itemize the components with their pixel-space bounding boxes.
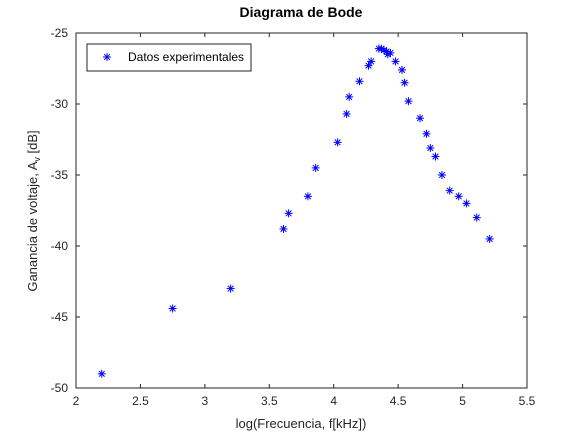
data-point xyxy=(485,234,494,243)
legend: Datos experimentales xyxy=(86,43,252,72)
y-tick-label: -30 xyxy=(51,97,69,111)
y-tick-label: -35 xyxy=(51,168,69,182)
data-point xyxy=(367,57,376,66)
data-point xyxy=(462,199,471,208)
legend-marker-symbol xyxy=(103,53,111,61)
x-tick-label: 4.5 xyxy=(390,394,407,408)
plot-area xyxy=(75,32,528,389)
data-points xyxy=(97,44,494,378)
data-point xyxy=(284,209,293,218)
legend-label: Datos experimentales xyxy=(128,50,244,64)
data-point xyxy=(391,57,400,66)
data-point xyxy=(97,369,106,378)
y-axis-label: Ganancia de voltaje, Av [dB] xyxy=(25,130,42,291)
y-tick-label: -40 xyxy=(51,239,69,253)
y-axis-label-unit: [dB] xyxy=(25,130,40,157)
data-point xyxy=(472,213,481,222)
legend-marker xyxy=(103,53,111,61)
data-point xyxy=(416,114,425,123)
data-point xyxy=(398,65,407,74)
x-tick-label: 5.5 xyxy=(519,394,536,408)
x-tick-label: 2.5 xyxy=(132,394,149,408)
data-point xyxy=(426,144,435,153)
x-tick-label: 4 xyxy=(330,394,337,408)
data-point xyxy=(311,163,320,172)
data-point xyxy=(364,61,373,70)
data-point xyxy=(342,109,351,118)
x-axis-ticks: 2 2.5 3 3.5 4 4.5 5 5.5 xyxy=(73,33,536,408)
data-point xyxy=(404,97,413,106)
data-point xyxy=(168,304,177,313)
chart-title: Diagrama de Bode xyxy=(240,4,363,20)
data-point xyxy=(445,186,454,195)
data-point xyxy=(454,192,463,201)
y-axis-label-subscript: v xyxy=(32,157,42,162)
y-axis-ticks: -25 -30 -35 -40 -45 -50 xyxy=(51,26,527,395)
x-tick-label: 3 xyxy=(202,394,209,408)
x-tick-label: 3.5 xyxy=(261,394,278,408)
data-point xyxy=(422,129,431,138)
data-point xyxy=(431,152,440,161)
data-point xyxy=(400,78,409,87)
y-tick-label: -45 xyxy=(51,310,69,324)
data-point xyxy=(279,224,288,233)
y-tick-label: -25 xyxy=(51,26,69,40)
data-point xyxy=(333,138,342,147)
x-axis-label: log(Frecuencia, f[kHz]) xyxy=(236,416,367,431)
data-point xyxy=(303,192,312,201)
data-point xyxy=(437,171,446,179)
y-tick-label: -50 xyxy=(51,381,69,395)
x-tick-label: 5 xyxy=(459,394,466,408)
data-point xyxy=(345,92,354,101)
data-point xyxy=(386,48,395,57)
legend-box xyxy=(86,43,252,72)
x-tick-label: 2 xyxy=(73,394,80,408)
data-point xyxy=(355,77,364,86)
data-point xyxy=(226,284,235,293)
y-axis-label-main: Ganancia de voltaje, A xyxy=(25,161,40,291)
